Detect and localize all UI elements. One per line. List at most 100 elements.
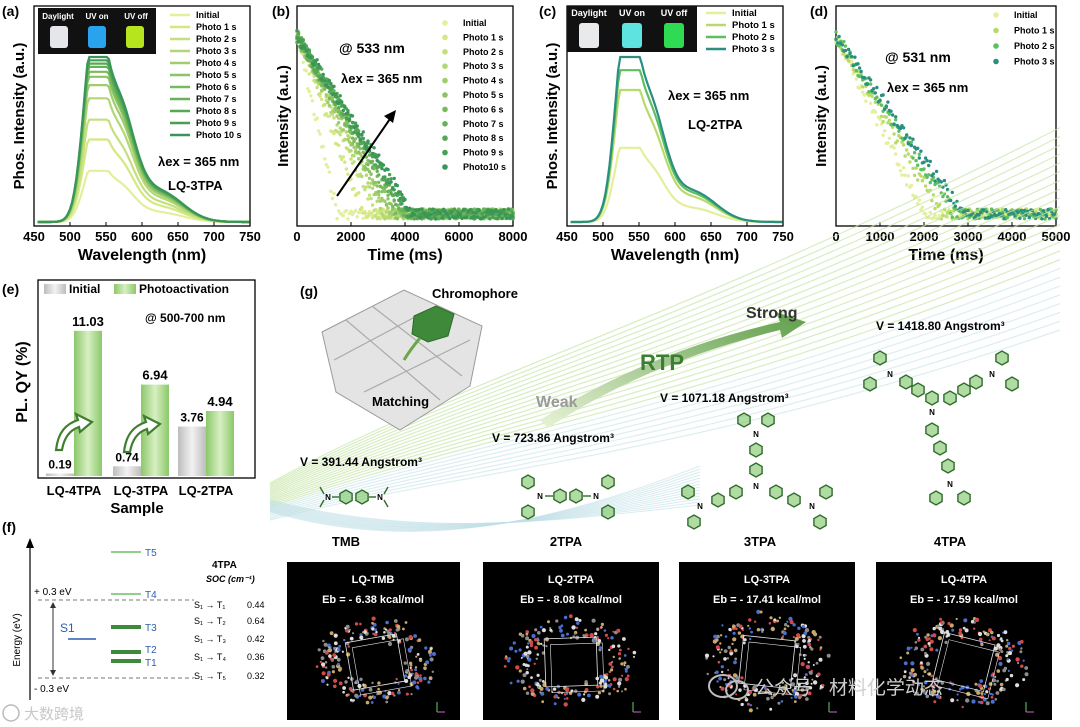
- crystal-structure-render: [503, 614, 641, 713]
- x-tick-label: 0: [293, 229, 300, 244]
- atom: [632, 650, 637, 655]
- atom: [603, 679, 607, 683]
- atom: [372, 695, 376, 700]
- atom: [961, 705, 964, 709]
- decay-point: [337, 106, 341, 110]
- atom: [528, 685, 531, 689]
- decay-point: [429, 213, 433, 217]
- annotation-wavelength-b: @ 533 nm: [339, 40, 405, 56]
- decay-point: [837, 44, 841, 48]
- unit-cell-box: [550, 642, 605, 693]
- legend-marker: [993, 27, 999, 34]
- decay-point: [357, 191, 361, 195]
- benzene-ring: [943, 390, 957, 406]
- atom: [536, 653, 540, 656]
- atom: [721, 624, 724, 627]
- atom: [739, 689, 742, 692]
- atom: [555, 619, 559, 623]
- decay-point: [391, 204, 395, 209]
- atom: [331, 670, 335, 674]
- atom: [333, 641, 338, 646]
- decay-point: [341, 214, 345, 218]
- atom: [910, 668, 915, 673]
- annotation-wavelength-d: @ 531 nm: [885, 49, 951, 65]
- decay-point: [916, 178, 920, 182]
- soc-row-value: 0.36: [247, 652, 265, 662]
- atom: [536, 637, 540, 640]
- atom: [508, 657, 511, 660]
- puzzle-illustration: Chromophore Matching: [321, 286, 518, 431]
- atom: [985, 701, 990, 706]
- plot-area-d: [834, 30, 1058, 221]
- atom: [387, 691, 392, 696]
- rtp-trend-arrow-icon: [540, 312, 806, 428]
- y-axis-label-e: PL. QY (%): [14, 341, 31, 423]
- atom: [920, 661, 923, 665]
- atom: [577, 692, 582, 697]
- legend-label-initial-e: Initial: [69, 282, 100, 296]
- x-tick-label: 6000: [445, 229, 474, 244]
- insertion-arrow-icon: [402, 337, 422, 361]
- atom: [912, 680, 915, 683]
- atom: [1015, 683, 1020, 688]
- nitrogen-atom: N: [697, 502, 703, 511]
- decay-point: [916, 146, 920, 150]
- atom: [534, 638, 538, 642]
- decay-point: [906, 141, 910, 146]
- decay-point: [306, 58, 310, 63]
- atom: [610, 636, 614, 640]
- atom: [946, 633, 951, 637]
- atom: [976, 690, 981, 695]
- atom: [354, 693, 359, 698]
- atom: [971, 699, 976, 704]
- atom: [509, 681, 513, 685]
- atom: [535, 657, 538, 660]
- atom: [728, 627, 732, 632]
- decay-point: [329, 81, 333, 86]
- atom: [352, 699, 355, 702]
- atom: [923, 680, 928, 685]
- legend-label: Photo 1 s: [732, 20, 775, 31]
- bond: [319, 499, 325, 508]
- y-axis-label-d: Intensity (a.u.): [813, 65, 830, 167]
- decay-point: [343, 160, 347, 164]
- legend-marker: [442, 164, 448, 170]
- atom: [345, 628, 349, 633]
- x-tick-label: 750: [772, 229, 794, 244]
- atom: [816, 672, 821, 677]
- atom: [328, 654, 332, 658]
- panel-e: (e) Initial Photoactivation @ 500-700 nm…: [2, 279, 256, 517]
- atom: [327, 648, 333, 653]
- benzene-ring: [729, 484, 743, 500]
- decay-point: [333, 92, 338, 97]
- atom: [724, 635, 728, 638]
- atom: [558, 625, 562, 630]
- x-tick-label: 550: [95, 229, 117, 244]
- decay-point: [901, 166, 906, 170]
- atom: [991, 693, 994, 696]
- decay-point: [449, 210, 453, 214]
- decay-point: [917, 198, 921, 202]
- decay-point: [909, 183, 914, 188]
- decay-point: [386, 197, 390, 201]
- atom: [539, 625, 543, 629]
- ribbon-line: [269, 311, 1061, 518]
- plot-area-a: [37, 55, 250, 224]
- decay-point: [335, 114, 339, 118]
- atom: [598, 681, 603, 685]
- decay-point: [360, 133, 364, 137]
- decay-point: [389, 210, 393, 214]
- atom: [950, 698, 955, 703]
- atom: [623, 664, 626, 667]
- atom: [518, 648, 522, 652]
- legend-marker: [442, 63, 448, 69]
- decay-point: [911, 156, 915, 160]
- atom: [926, 668, 929, 671]
- ribbon-line: [269, 188, 1061, 495]
- decay-point: [389, 192, 393, 196]
- ribbon-line: [269, 259, 1061, 508]
- decay-point: [380, 185, 384, 190]
- panel-label-b: (b): [272, 3, 290, 19]
- atom: [801, 625, 805, 629]
- decay-point: [856, 62, 860, 66]
